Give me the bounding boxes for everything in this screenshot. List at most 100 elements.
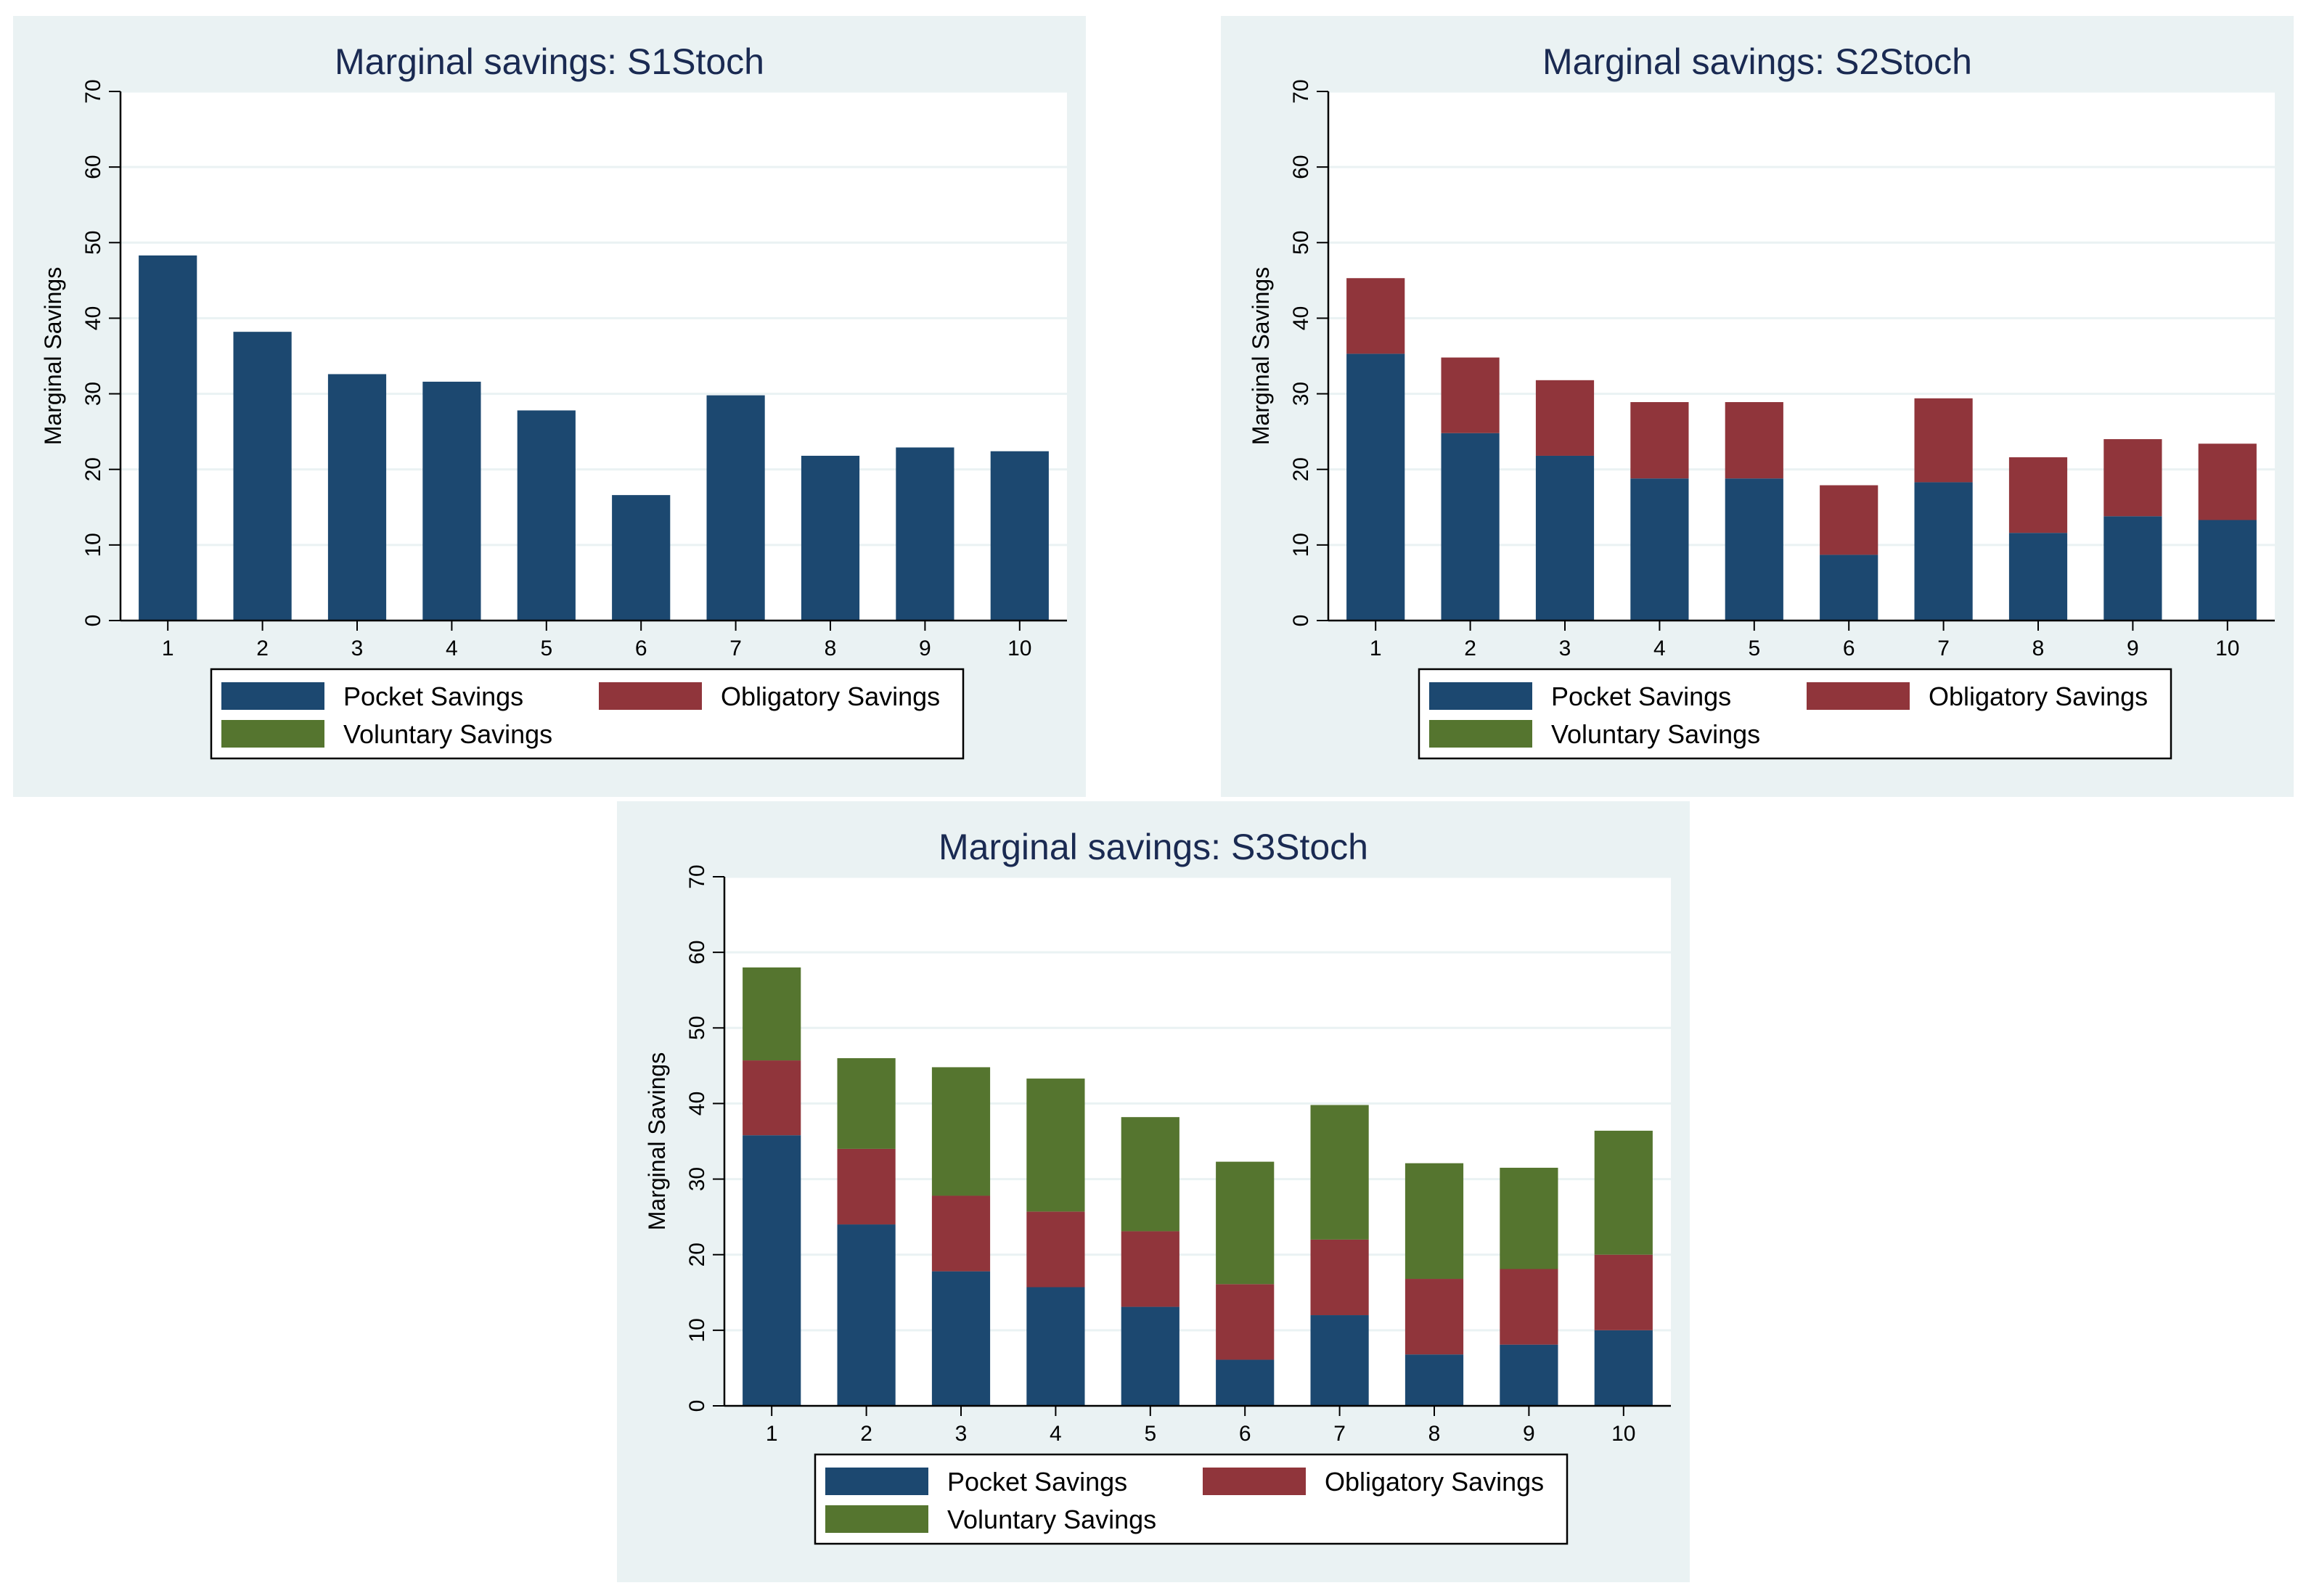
- x-tick-label: 1: [1370, 637, 1382, 660]
- bar-obligatory-6: [1216, 1284, 1275, 1360]
- bar-obligatory-5: [1725, 402, 1783, 479]
- bar-pocket-6: [1820, 554, 1878, 621]
- bar-pocket-5: [1725, 478, 1783, 621]
- y-tick-label: 50: [685, 1016, 709, 1040]
- bar-obligatory-9: [1500, 1269, 1558, 1345]
- legend-swatch-obligatory: [1203, 1468, 1306, 1495]
- x-tick-label: 6: [635, 637, 647, 660]
- x-tick-label: 1: [766, 1422, 778, 1446]
- bar-obligatory-3: [931, 1195, 991, 1272]
- legend-box: [1418, 668, 2172, 760]
- y-tick-label: 20: [685, 1243, 709, 1266]
- legend-label-pocket: Pocket Savings: [1551, 682, 1731, 711]
- legend-swatch-voluntary: [825, 1505, 928, 1533]
- bar-pocket-2: [837, 1224, 896, 1406]
- bar-voluntary-1: [743, 967, 801, 1061]
- x-tick-label: 1: [162, 637, 174, 660]
- x-tick-label: 5: [1748, 637, 1760, 660]
- bar-pocket-6: [1216, 1359, 1275, 1406]
- bar-obligatory-8: [2008, 457, 2068, 533]
- bar-pocket-1: [139, 255, 197, 621]
- x-tick-label: 6: [1239, 1422, 1251, 1446]
- bar-pocket-3: [1535, 455, 1595, 621]
- bar-obligatory-1: [743, 1060, 801, 1136]
- y-tick-label: 50: [81, 231, 105, 255]
- x-tick-label: 10: [1611, 1422, 1635, 1446]
- chart-panel-s1stoch: Marginal savings: S1Stoch 0 10 20 30 40 50 60 70…: [13, 16, 1086, 797]
- legend-label-obligatory: Obligatory Savings: [1325, 1467, 1544, 1497]
- bar-obligatory-1: [1346, 278, 1405, 354]
- x-tick-label: 4: [446, 637, 458, 660]
- bar-pocket-10: [990, 451, 1049, 621]
- legend-swatch-pocket: [825, 1468, 928, 1495]
- x-tick-label: 3: [1559, 637, 1571, 660]
- bar-pocket-7: [1310, 1315, 1369, 1406]
- y-tick-label: 0: [685, 1400, 709, 1412]
- bar-obligatory-4: [1026, 1211, 1085, 1288]
- legend-box: [210, 668, 965, 760]
- x-tick-label: 8: [1428, 1422, 1441, 1446]
- x-tick-label: 8: [2032, 637, 2045, 660]
- bar-obligatory-4: [1630, 402, 1689, 479]
- bar-obligatory-2: [1441, 357, 1500, 433]
- y-axis-label: Marginal Savings: [40, 267, 66, 445]
- x-tick-label: 2: [256, 637, 269, 660]
- y-tick-label: 50: [1289, 231, 1313, 255]
- y-tick-label: 20: [81, 457, 105, 481]
- y-tick-label: 10: [1289, 533, 1313, 557]
- y-tick-label: 60: [1289, 155, 1313, 179]
- x-tick-label: 2: [1464, 637, 1476, 660]
- bar-pocket-9: [1500, 1344, 1558, 1406]
- bar-pocket-6: [612, 495, 671, 621]
- x-tick-label: 2: [860, 1422, 872, 1446]
- x-tick-label: 7: [1937, 637, 1950, 660]
- bar-voluntary-6: [1216, 1161, 1275, 1285]
- bar-voluntary-7: [1310, 1105, 1369, 1240]
- bar-pocket-10: [2198, 520, 2257, 621]
- y-tick-label: 30: [81, 382, 105, 406]
- bar-obligatory-7: [1914, 398, 1973, 483]
- legend-swatch-obligatory: [1807, 682, 1910, 710]
- bar-obligatory-3: [1535, 380, 1595, 456]
- chart-title: Marginal savings: S1Stoch: [335, 41, 764, 82]
- bar-pocket-8: [1405, 1354, 1464, 1406]
- legend-label-voluntary: Voluntary Savings: [1551, 719, 1760, 749]
- legend-label-voluntary: Voluntary Savings: [343, 719, 552, 749]
- y-tick-label: 70: [81, 79, 105, 103]
- bar-pocket-4: [422, 381, 481, 621]
- bar-pocket-7: [706, 395, 765, 621]
- y-tick-label: 60: [81, 155, 105, 179]
- bar-voluntary-5: [1121, 1117, 1179, 1232]
- bar-voluntary-3: [931, 1067, 991, 1196]
- bar-pocket-4: [1026, 1287, 1085, 1406]
- bar-obligatory-8: [1405, 1279, 1464, 1355]
- x-tick-label: 4: [1653, 637, 1666, 660]
- bar-pocket-1: [1346, 353, 1405, 621]
- legend-label-voluntary: Voluntary Savings: [947, 1505, 1156, 1534]
- x-tick-label: 7: [729, 637, 742, 660]
- bar-pocket-2: [1441, 433, 1500, 621]
- legend-swatch-voluntary: [1429, 720, 1532, 748]
- legend-swatch-pocket: [221, 682, 324, 710]
- y-tick-label: 40: [81, 306, 105, 330]
- y-tick-label: 30: [1289, 382, 1313, 406]
- bar-pocket-1: [743, 1135, 801, 1406]
- bar-pocket-5: [517, 410, 576, 621]
- bar-obligatory-7: [1310, 1239, 1369, 1316]
- y-tick-label: 70: [1289, 79, 1313, 103]
- bar-pocket-3: [931, 1271, 991, 1406]
- x-tick-label: 7: [1333, 1422, 1346, 1446]
- x-tick-label: 10: [2215, 637, 2239, 660]
- y-tick-label: 20: [1289, 457, 1313, 481]
- bar-obligatory-9: [2103, 439, 2162, 517]
- y-axis-label: Marginal Savings: [1248, 267, 1274, 445]
- bar-pocket-9: [896, 447, 954, 621]
- x-tick-label: 5: [1144, 1422, 1156, 1446]
- bar-pocket-5: [1121, 1306, 1179, 1406]
- chart-panel-s2stoch: Marginal savings: S2Stoch 0 10 20 30 40 50 60 70…: [1221, 16, 2294, 797]
- bar-pocket-4: [1630, 478, 1689, 621]
- bar-pocket-2: [233, 332, 292, 621]
- bar-voluntary-2: [837, 1057, 896, 1149]
- x-tick-label: 3: [351, 637, 364, 660]
- bar-voluntary-9: [1500, 1167, 1558, 1269]
